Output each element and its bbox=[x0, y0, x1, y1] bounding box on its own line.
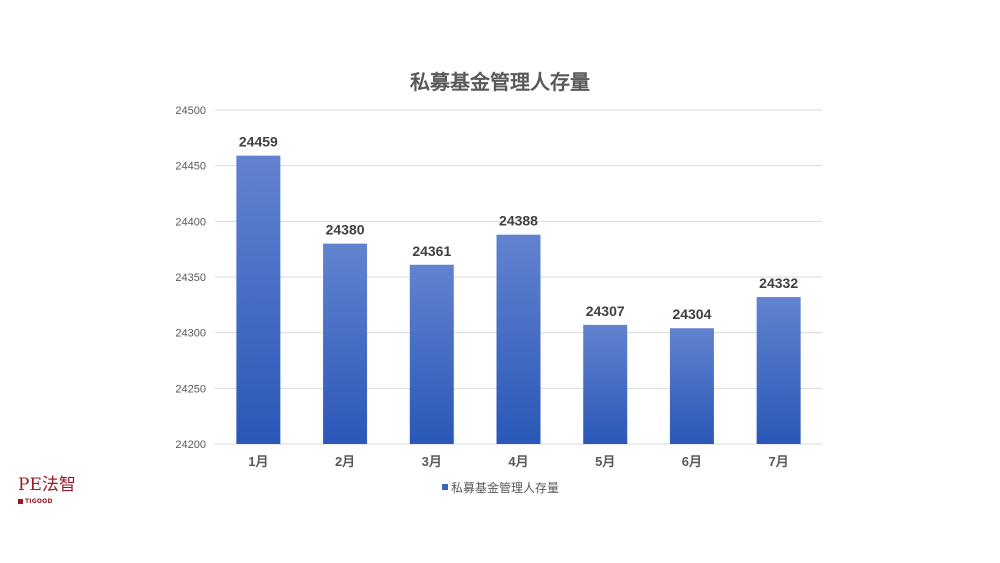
x-tick-label: 6月 bbox=[682, 454, 702, 469]
logo-text: PE法智 bbox=[18, 475, 76, 495]
x-tick-label: 1月 bbox=[248, 454, 268, 469]
legend-swatch bbox=[442, 484, 448, 490]
x-tick-label: 2月 bbox=[335, 454, 355, 469]
x-tick-label: 4月 bbox=[508, 454, 528, 469]
y-tick-label: 24450 bbox=[175, 161, 206, 173]
data-label: 24459 bbox=[239, 134, 278, 150]
bar bbox=[756, 297, 801, 444]
legend: 私募基金管理人存量 bbox=[442, 480, 559, 495]
chart-title: 私募基金管理人存量 bbox=[410, 70, 590, 94]
bar bbox=[236, 155, 281, 444]
y-tick-label: 24400 bbox=[175, 216, 206, 228]
brand-logo: PE法智 TIGOOD bbox=[18, 476, 80, 512]
x-tick-label: 7月 bbox=[769, 454, 789, 469]
bar bbox=[669, 328, 714, 444]
logo-subtext: TIGOOD bbox=[25, 498, 53, 505]
y-tick-label: 24350 bbox=[175, 272, 206, 284]
data-label: 24361 bbox=[412, 243, 451, 259]
bar bbox=[323, 243, 368, 444]
data-label: 24332 bbox=[759, 275, 798, 291]
data-label: 24307 bbox=[586, 303, 625, 319]
y-tick-label: 24250 bbox=[175, 383, 206, 395]
legend-label: 私募基金管理人存量 bbox=[451, 480, 559, 495]
bar bbox=[583, 324, 628, 444]
bar bbox=[496, 234, 541, 444]
data-label: 24388 bbox=[499, 213, 538, 229]
data-label: 24380 bbox=[326, 222, 365, 238]
x-tick-label: 5月 bbox=[595, 454, 615, 469]
y-tick-label: 24200 bbox=[175, 439, 206, 451]
data-label: 24304 bbox=[672, 306, 711, 322]
x-tick-label: 3月 bbox=[422, 454, 442, 469]
y-tick-label: 24300 bbox=[175, 328, 206, 340]
logo-mark-icon bbox=[18, 499, 23, 504]
y-tick-label: 24500 bbox=[175, 105, 206, 117]
bar bbox=[409, 264, 454, 444]
